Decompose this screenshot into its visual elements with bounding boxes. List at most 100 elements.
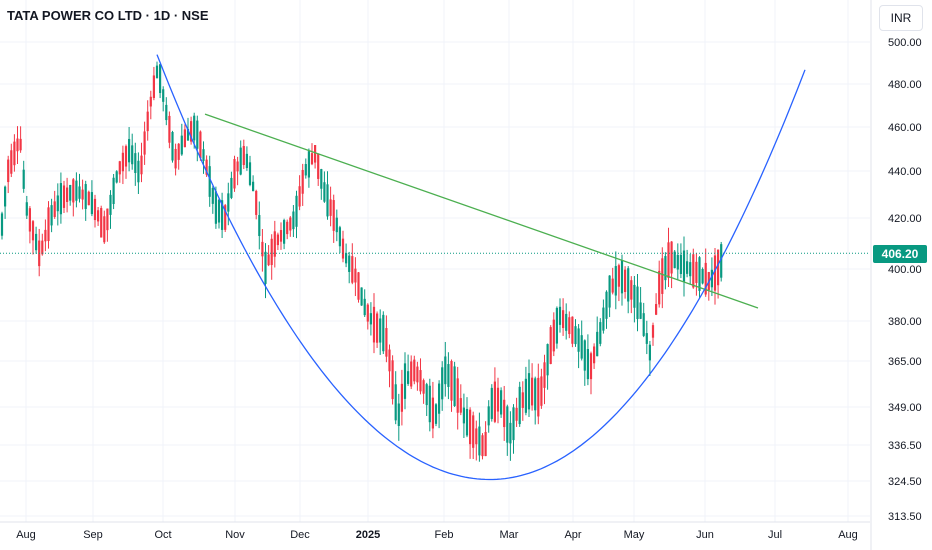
candle-body <box>357 272 360 300</box>
candle-body <box>407 371 410 384</box>
x-tick-label: Nov <box>225 529 245 541</box>
candle-body <box>558 306 562 325</box>
candle-body <box>639 302 642 319</box>
candle-body <box>208 166 211 197</box>
candle-body <box>186 128 190 141</box>
candle-body <box>679 254 682 275</box>
y-tick-label: 365.00 <box>888 356 922 368</box>
candle-body <box>283 220 286 244</box>
candle-body <box>670 241 673 274</box>
candle-body <box>388 349 391 372</box>
candle-body <box>31 221 35 241</box>
candle-body <box>155 65 159 79</box>
candle-body <box>512 407 515 441</box>
candle-body <box>363 298 366 316</box>
candle-body <box>41 240 44 255</box>
candle-body <box>338 227 341 247</box>
candle-body <box>534 378 537 411</box>
candle-body <box>552 319 555 352</box>
candle-body <box>465 408 469 436</box>
candle-body <box>236 161 239 172</box>
x-tick-label: Jul <box>768 529 782 541</box>
x-tick-label: 2025 <box>356 529 380 541</box>
y-tick-label: 500.00 <box>888 37 922 49</box>
candle-body <box>106 208 109 231</box>
candle-body <box>25 202 28 216</box>
candle-body <box>692 254 695 288</box>
candle-body <box>456 378 459 413</box>
candle-body <box>146 111 149 132</box>
candle-body <box>196 120 199 149</box>
candle-body <box>193 115 196 141</box>
candle-body <box>605 291 608 319</box>
candle-body <box>624 269 627 292</box>
candle-body <box>273 231 276 257</box>
candle-body <box>645 333 648 344</box>
candle-body <box>403 363 407 399</box>
candle-body <box>112 177 115 205</box>
x-tick-label: Mar <box>500 529 519 541</box>
candle-body <box>543 362 546 388</box>
candle-body <box>66 187 69 202</box>
candle-body <box>577 328 580 352</box>
candle-body <box>84 184 87 209</box>
candle-body <box>506 406 509 443</box>
x-tick-label: Feb <box>435 529 454 541</box>
candle-body <box>53 201 56 217</box>
candle-body <box>174 148 177 169</box>
candle-body <box>13 141 16 166</box>
candle-body <box>44 229 47 242</box>
y-tick-label: 336.50 <box>888 440 922 452</box>
candle-body <box>444 356 447 385</box>
candle-body <box>137 160 140 183</box>
candle-body <box>217 199 221 223</box>
candle-body <box>379 318 382 343</box>
candle-body <box>307 151 310 178</box>
candle-body <box>22 169 25 189</box>
candle-body <box>72 179 75 203</box>
candle-body <box>689 262 692 277</box>
candle-body <box>372 306 376 343</box>
candle-body <box>301 169 304 194</box>
candle-body <box>704 262 707 295</box>
candle-body <box>695 261 698 283</box>
candle-body <box>239 147 242 175</box>
candle-body <box>490 387 493 419</box>
candle-body <box>279 230 283 242</box>
last-price-tag: 406.20 <box>873 245 927 263</box>
y-tick-label: 480.00 <box>888 79 922 91</box>
candle-body <box>317 153 320 179</box>
candle-body <box>131 145 134 165</box>
candle-body <box>611 278 614 293</box>
candle-body <box>87 191 90 206</box>
candle-body <box>496 387 500 412</box>
candle-body <box>221 200 224 230</box>
candle-body <box>400 383 403 412</box>
candle-body <box>289 217 292 231</box>
candle-body <box>345 253 348 264</box>
candle-body <box>202 149 205 161</box>
candle-body <box>586 349 589 380</box>
candle-body <box>369 313 372 325</box>
candle-body <box>199 131 202 159</box>
candle-body <box>159 64 162 94</box>
candle-body <box>438 383 441 414</box>
candle-body <box>93 198 97 221</box>
y-tick-label: 440.00 <box>888 166 922 178</box>
candle-body <box>171 132 174 161</box>
candle-body <box>152 75 155 99</box>
candle-body <box>580 335 583 359</box>
candle-body <box>103 216 106 243</box>
candle-body <box>568 317 571 335</box>
candle-body <box>515 407 518 421</box>
candle-body <box>75 180 78 201</box>
candle-body <box>478 426 481 456</box>
candle-body <box>183 129 186 148</box>
candle-body <box>524 378 527 413</box>
currency-selector[interactable]: INR <box>879 5 923 31</box>
candle-body <box>565 313 568 331</box>
candle-body <box>627 268 630 302</box>
candle-body <box>676 254 679 270</box>
candle-body <box>599 322 602 344</box>
